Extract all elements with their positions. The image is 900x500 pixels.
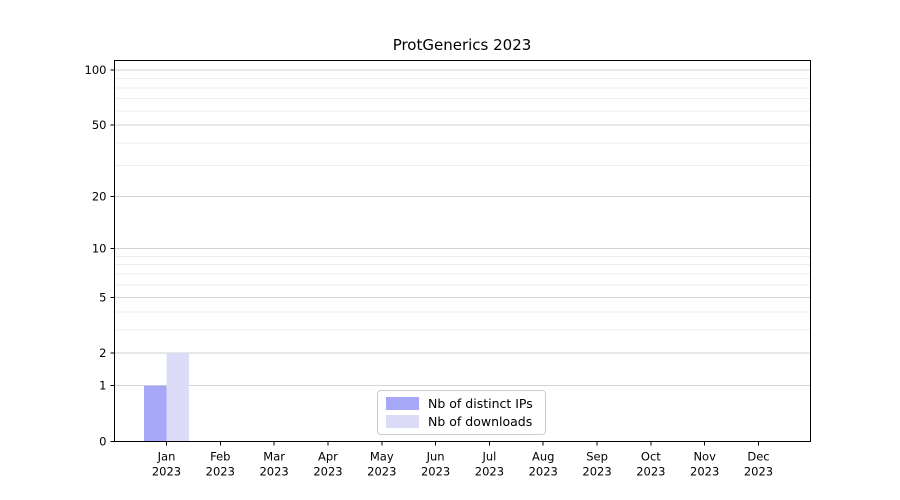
x-tick-label-year: 2023 (206, 465, 235, 479)
x-tick-label-year: 2023 (529, 465, 558, 479)
y-tick-label: 50 (92, 118, 107, 132)
x-tick-label-year: 2023 (582, 465, 611, 479)
x-tick-label-month: Apr (318, 450, 338, 464)
plot-border (114, 60, 811, 442)
x-tick-label-year: 2023 (259, 465, 288, 479)
legend: Nb of distinct IPs Nb of downloads (377, 390, 546, 435)
x-tick-label-month: Jul (481, 450, 496, 464)
bar-jan-series1 (166, 353, 189, 442)
x-tick-label-year: 2023 (152, 465, 181, 479)
x-tick-label-year: 2023 (367, 465, 396, 479)
legend-item-downloads: Nb of downloads (386, 414, 533, 429)
x-tick-label-year: 2023 (636, 465, 665, 479)
y-tick-label: 100 (85, 63, 107, 77)
legend-swatch-downloads (386, 415, 419, 428)
x-tick-label-year: 2023 (313, 465, 342, 479)
legend-swatch-distinct-ips (386, 397, 419, 410)
y-tick-label: 20 (92, 190, 107, 204)
x-tick-label-month: Oct (641, 450, 661, 464)
x-tick-label-year: 2023 (744, 465, 773, 479)
plot-background (114, 60, 811, 442)
x-tick-label-month: Nov (693, 450, 716, 464)
x-tick-label-month: Sep (586, 450, 608, 464)
x-tick-label-month: Mar (263, 450, 285, 464)
x-tick-label-year: 2023 (690, 465, 719, 479)
x-tick-label-month: May (370, 450, 394, 464)
x-tick-label-month: Feb (210, 450, 230, 464)
y-tick-label: 2 (99, 346, 106, 360)
bar-jan-series0 (144, 385, 167, 442)
y-tick-label: 1 (99, 379, 106, 393)
x-tick-label-month: Aug (532, 450, 554, 464)
x-tick-label-month: Jun (426, 450, 445, 464)
chart-title: ProtGenerics 2023 (392, 36, 532, 54)
x-tick-label-month: Jan (157, 450, 176, 464)
x-tick-label-month: Dec (747, 450, 769, 464)
x-tick-label-year: 2023 (475, 465, 504, 479)
y-tick-label: 5 (99, 290, 106, 304)
y-tick-label: 10 (92, 242, 107, 256)
legend-label-distinct-ips: Nb of distinct IPs (428, 396, 533, 411)
legend-label-downloads: Nb of downloads (428, 414, 533, 429)
y-tick-label: 0 (99, 435, 106, 449)
legend-item-distinct-ips: Nb of distinct IPs (386, 396, 533, 411)
x-tick-label-year: 2023 (421, 465, 450, 479)
